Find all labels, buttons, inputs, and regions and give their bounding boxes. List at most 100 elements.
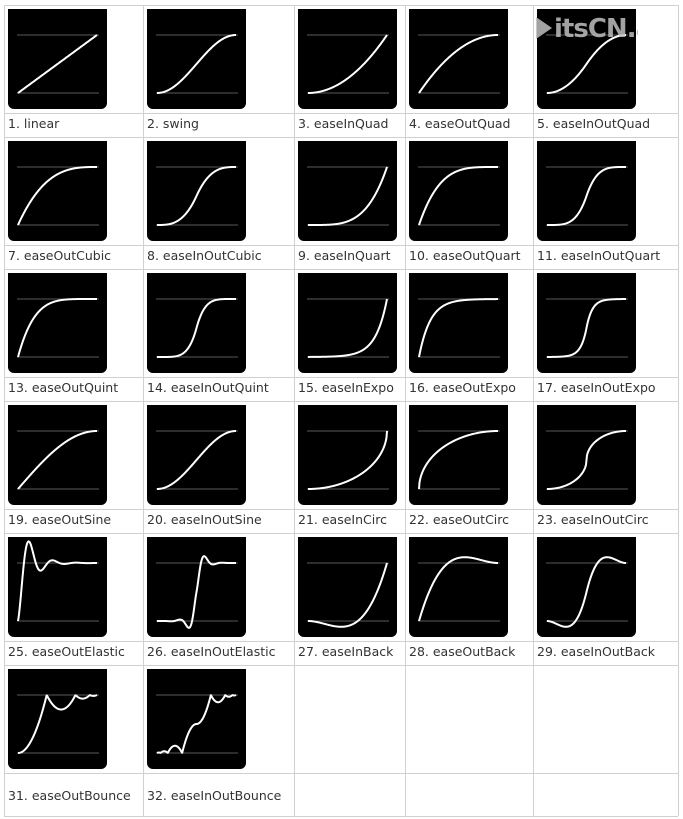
easing-label: 31. easeOutBounce bbox=[8, 788, 131, 803]
easing-cell-easeInOutCubic: 8. easeInOutCubic bbox=[143, 137, 294, 269]
easing-thumbnail bbox=[8, 141, 107, 241]
table-row-border bbox=[4, 137, 678, 138]
table-row-border bbox=[4, 816, 678, 817]
easing-thumbnail bbox=[8, 405, 107, 505]
easing-curve bbox=[17, 166, 98, 226]
table-col-border bbox=[294, 5, 295, 816]
easing-cell-easeInOutElastic: 26. easeInOutElastic bbox=[143, 533, 294, 665]
easing-curve bbox=[418, 430, 499, 490]
easing-graph bbox=[307, 562, 389, 628]
easing-label: 4. easeOutQuad bbox=[409, 116, 511, 131]
easing-cell-easeOutExpo: 16. easeOutExpo bbox=[405, 269, 533, 401]
easing-cell-easeInOutBounce: 32. easeInOutBounce bbox=[143, 665, 294, 816]
easing-curve bbox=[418, 298, 499, 358]
easing-label: 10. easeOutQuart bbox=[409, 248, 521, 263]
easing-graph bbox=[546, 166, 628, 226]
easing-graph bbox=[546, 298, 628, 358]
easing-label: 13. easeOutQuint bbox=[8, 380, 119, 395]
easing-curve bbox=[418, 166, 499, 226]
easing-graph bbox=[418, 298, 500, 358]
easing-curve bbox=[156, 430, 237, 490]
easing-cell-easeInOutExpo: 17. easeInOutExpo bbox=[533, 269, 678, 401]
easing-thumbnail bbox=[8, 669, 107, 769]
easing-cell-easeOutElastic: 25. easeOutElastic bbox=[4, 533, 143, 665]
easing-graph bbox=[156, 298, 238, 358]
easing-thumbnail bbox=[409, 9, 508, 109]
easing-thumbnail bbox=[147, 9, 246, 109]
easing-cell-easeInBack: 27. easeInBack bbox=[294, 533, 405, 665]
easing-cell-easeInExpo: 15. easeInExpo bbox=[294, 269, 405, 401]
easing-thumbnail bbox=[537, 141, 636, 241]
easing-thumbnail bbox=[298, 273, 397, 373]
easing-label: 9. easeInQuart bbox=[298, 248, 391, 263]
easing-graph bbox=[546, 430, 628, 490]
easing-curve bbox=[418, 34, 499, 94]
easing-curve bbox=[546, 430, 627, 490]
easing-thumbnail bbox=[298, 141, 397, 241]
easing-cell-easeOutSine: 19. easeOutSine bbox=[4, 401, 143, 533]
easing-thumbnail bbox=[8, 9, 107, 109]
easing-curve bbox=[156, 555, 237, 629]
easing-curve bbox=[307, 430, 388, 490]
easing-curve bbox=[156, 298, 237, 358]
easing-curve bbox=[156, 166, 237, 226]
caption-divider bbox=[4, 377, 678, 378]
easing-curve bbox=[546, 166, 627, 226]
caption-divider bbox=[4, 245, 678, 246]
easing-thumbnail bbox=[409, 141, 508, 241]
easing-curve bbox=[307, 166, 388, 226]
easing-curve bbox=[156, 34, 237, 94]
caption-divider bbox=[4, 641, 678, 642]
easing-graph bbox=[17, 540, 99, 622]
easing-cell-easeOutBack: 28. easeOutBack bbox=[405, 533, 533, 665]
easing-cell-easeInOutQuint: 14. easeInOutQuint bbox=[143, 269, 294, 401]
easing-label: 17. easeInOutExpo bbox=[537, 380, 656, 395]
easing-graph bbox=[546, 556, 628, 628]
easing-thumbnail bbox=[8, 273, 107, 373]
easing-thumbnail bbox=[147, 273, 246, 373]
easing-label: 5. easeInOutQuad bbox=[537, 116, 651, 131]
easing-curve bbox=[546, 298, 627, 358]
easing-cell-easeInQuart: 9. easeInQuart bbox=[294, 137, 405, 269]
easing-cell-linear: 1. linear bbox=[4, 5, 143, 137]
easing-curve bbox=[418, 556, 499, 622]
easing-cell-easeInOutQuad: 5. easeInOutQuad bbox=[533, 5, 678, 137]
easing-label: 23. easeInOutCirc bbox=[537, 512, 649, 527]
easing-graph bbox=[156, 430, 238, 490]
easing-label: 8. easeInOutCubic bbox=[147, 248, 262, 263]
table-col-border bbox=[4, 5, 5, 816]
easing-label: 22. easeOutCirc bbox=[409, 512, 510, 527]
easing-thumbnail bbox=[409, 537, 508, 637]
easing-cell-swing: 2. swing bbox=[143, 5, 294, 137]
easing-graph bbox=[156, 555, 238, 629]
easing-label: 20. easeInOutSine bbox=[147, 512, 262, 527]
caption-divider bbox=[4, 773, 294, 774]
easing-cell-easeOutQuart: 10. easeOutQuart bbox=[405, 137, 533, 269]
easing-cell-easeOutCirc: 22. easeOutCirc bbox=[405, 401, 533, 533]
easing-label: 1. linear bbox=[8, 116, 60, 131]
easing-graph bbox=[307, 430, 389, 490]
easing-thumbnail bbox=[409, 405, 508, 505]
easing-thumbnail bbox=[537, 273, 636, 373]
easing-label: 16. easeOutExpo bbox=[409, 380, 516, 395]
table-row-border bbox=[4, 665, 678, 666]
easing-curve bbox=[17, 34, 98, 94]
easing-thumbnail bbox=[298, 405, 397, 505]
easing-graph bbox=[418, 166, 500, 226]
easing-cell-easeInOutQuart: 11. easeInOutQuart bbox=[533, 137, 678, 269]
easing-table: 1. linear 2. swing 3. easeInQuad 4. easeOut… bbox=[4, 5, 679, 817]
table-row-border bbox=[4, 533, 678, 534]
easing-label: 15. easeInExpo bbox=[298, 380, 394, 395]
easing-curve bbox=[307, 298, 388, 358]
table-col-border bbox=[143, 5, 144, 816]
easing-thumbnail bbox=[537, 9, 636, 109]
easing-curve bbox=[546, 556, 627, 628]
play-logo-icon bbox=[536, 17, 552, 39]
easing-thumbnail bbox=[147, 537, 246, 637]
easing-thumbnail bbox=[147, 405, 246, 505]
easing-label: 7. easeOutCubic bbox=[8, 248, 112, 263]
table-row-border bbox=[4, 5, 678, 6]
easing-curve bbox=[307, 562, 388, 628]
easing-graph bbox=[307, 166, 389, 226]
easing-curve bbox=[17, 540, 98, 622]
